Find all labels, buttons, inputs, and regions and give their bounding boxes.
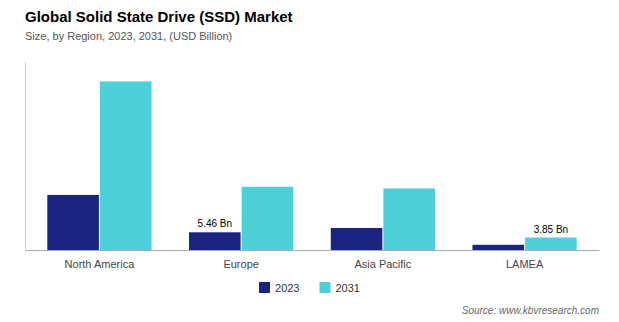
x-tick-label: Asia Pacific	[354, 258, 411, 270]
bar	[472, 245, 524, 250]
plot: 5.46 Bn 3.85 Bn North America Europe Asia Pa…	[26, 63, 600, 270]
y-axis-line	[25, 63, 26, 251]
data-label: 3.85 Bn	[534, 224, 568, 235]
x-axis-line	[26, 250, 600, 251]
legend-item: 2023	[259, 282, 299, 294]
legend-item: 2031	[320, 282, 360, 294]
bar	[242, 187, 294, 250]
legend-label: 2023	[275, 282, 299, 294]
value-labels: 5.46 Bn 3.85 Bn	[198, 218, 569, 234]
bars	[47, 81, 576, 250]
x-tick-label: LAMEA	[506, 258, 544, 270]
x-tick: North America	[65, 250, 136, 270]
bar	[331, 228, 383, 250]
x-tick: Asia Pacific	[354, 250, 411, 270]
x-tick-label: North America	[65, 258, 136, 270]
legend: 2023 2031	[259, 282, 360, 294]
bar	[47, 195, 99, 250]
title: Global Solid State Drive (SSD) Market	[25, 8, 293, 25]
bar	[383, 188, 435, 250]
subtitle: Size, by Region, 2023, 2031, (USD Billio…	[25, 30, 232, 42]
legend-label: 2031	[336, 282, 360, 294]
bar	[525, 238, 577, 250]
legend-swatch	[259, 282, 270, 293]
bar	[189, 232, 241, 250]
x-axis: North America Europe Asia Pacific LAMEA	[26, 250, 600, 270]
y-axis	[25, 63, 26, 251]
x-tick: LAMEA	[506, 250, 544, 270]
x-tick: Europe	[223, 250, 258, 270]
bar	[100, 81, 152, 250]
data-label: 5.46 Bn	[198, 218, 232, 229]
chart: Global Solid State Drive (SSD) Market Siz…	[0, 0, 619, 322]
source: Source: www.kbvresearch.com	[462, 305, 599, 316]
legend-swatch	[320, 282, 331, 293]
x-tick-label: Europe	[223, 258, 258, 270]
